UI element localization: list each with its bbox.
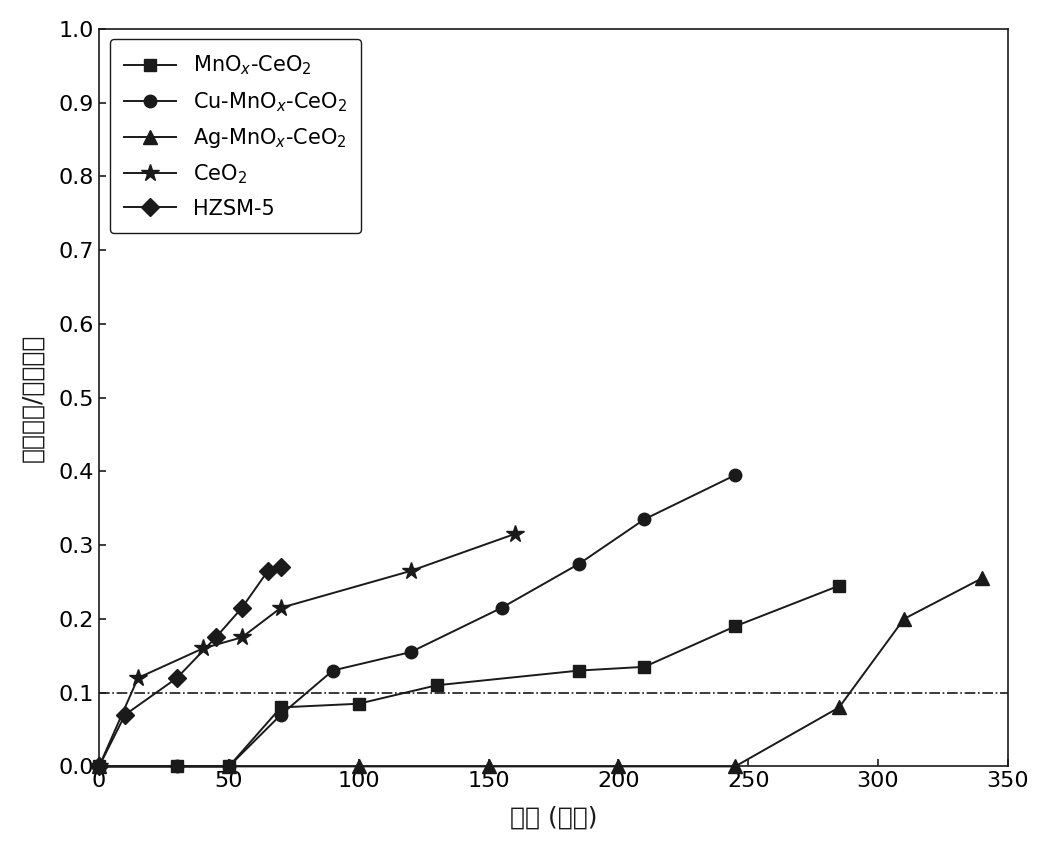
- Line: MnO$_x$-CeO$_2$: MnO$_x$-CeO$_2$: [92, 580, 845, 773]
- MnO$_x$-CeO$_2$: [729, 621, 741, 632]
- Cu-MnO$_x$-CeO$_2$: [496, 603, 508, 613]
- Cu-MnO$_x$-CeO$_2$: [171, 762, 184, 772]
- Line: CeO$_2$: CeO$_2$: [90, 525, 524, 775]
- Cu-MnO$_x$-CeO$_2$: [92, 762, 105, 772]
- Legend: MnO$_x$-CeO$_2$, Cu-MnO$_x$-CeO$_2$, Ag-MnO$_x$-CeO$_2$, CeO$_2$, HZSM-5: MnO$_x$-CeO$_2$, Cu-MnO$_x$-CeO$_2$, Ag-…: [109, 39, 361, 233]
- Ag-MnO$_x$-CeO$_2$: [92, 762, 105, 772]
- MnO$_x$-CeO$_2$: [353, 699, 365, 709]
- Cu-MnO$_x$-CeO$_2$: [573, 558, 586, 569]
- HZSM-5: [235, 603, 248, 613]
- CeO$_2$: [404, 566, 417, 576]
- X-axis label: 时间 (分钟): 时间 (分钟): [509, 805, 597, 829]
- Ag-MnO$_x$-CeO$_2$: [729, 762, 741, 772]
- MnO$_x$-CeO$_2$: [274, 702, 287, 712]
- HZSM-5: [92, 762, 105, 772]
- Cu-MnO$_x$-CeO$_2$: [404, 647, 417, 657]
- Cu-MnO$_x$-CeO$_2$: [729, 470, 741, 480]
- Y-axis label: 出口浓度/入口浓度: 出口浓度/入口浓度: [21, 333, 45, 462]
- Ag-MnO$_x$-CeO$_2$: [223, 762, 235, 772]
- HZSM-5: [119, 710, 131, 720]
- CeO$_2$: [92, 762, 105, 772]
- Cu-MnO$_x$-CeO$_2$: [274, 710, 287, 720]
- Ag-MnO$_x$-CeO$_2$: [975, 573, 988, 583]
- CeO$_2$: [196, 643, 209, 654]
- HZSM-5: [171, 673, 184, 683]
- MnO$_x$-CeO$_2$: [833, 581, 845, 591]
- Line: HZSM-5: HZSM-5: [92, 561, 287, 773]
- CeO$_2$: [235, 632, 248, 643]
- Cu-MnO$_x$-CeO$_2$: [223, 762, 235, 772]
- HZSM-5: [274, 562, 287, 572]
- CeO$_2$: [274, 603, 287, 613]
- Ag-MnO$_x$-CeO$_2$: [898, 614, 910, 624]
- HZSM-5: [210, 632, 223, 643]
- Ag-MnO$_x$-CeO$_2$: [482, 762, 495, 772]
- Line: Ag-MnO$_x$-CeO$_2$: Ag-MnO$_x$-CeO$_2$: [92, 571, 989, 774]
- Cu-MnO$_x$-CeO$_2$: [327, 666, 339, 676]
- Cu-MnO$_x$-CeO$_2$: [638, 514, 651, 524]
- Ag-MnO$_x$-CeO$_2$: [833, 702, 845, 712]
- Ag-MnO$_x$-CeO$_2$: [612, 762, 625, 772]
- CeO$_2$: [508, 529, 521, 539]
- MnO$_x$-CeO$_2$: [430, 680, 443, 690]
- MnO$_x$-CeO$_2$: [171, 762, 184, 772]
- MnO$_x$-CeO$_2$: [573, 666, 586, 676]
- MnO$_x$-CeO$_2$: [92, 762, 105, 772]
- MnO$_x$-CeO$_2$: [223, 762, 235, 772]
- Line: Cu-MnO$_x$-CeO$_2$: Cu-MnO$_x$-CeO$_2$: [92, 469, 741, 773]
- Ag-MnO$_x$-CeO$_2$: [353, 762, 365, 772]
- HZSM-5: [261, 566, 274, 576]
- CeO$_2$: [131, 673, 144, 683]
- MnO$_x$-CeO$_2$: [638, 662, 651, 672]
